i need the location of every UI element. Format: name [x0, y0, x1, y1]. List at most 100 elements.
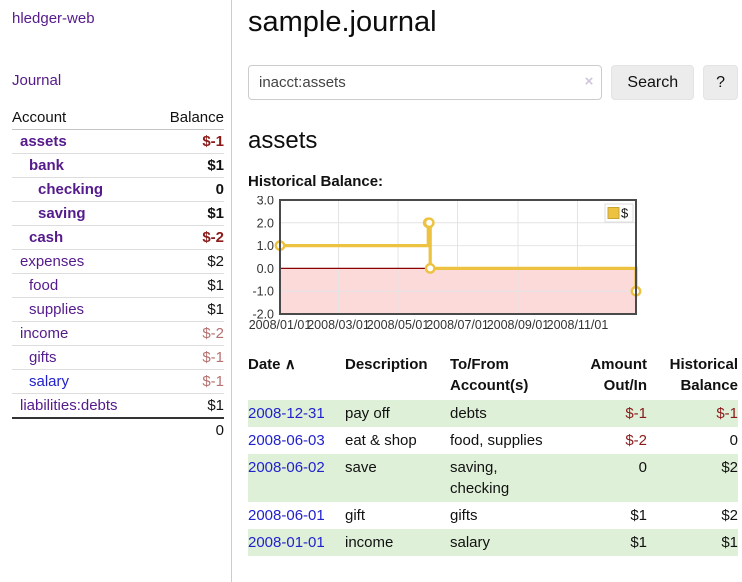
date-column-header[interactable]: Date ∧	[248, 356, 296, 373]
svg-text:2008/09/01: 2008/09/01	[487, 318, 550, 332]
sidebar: hledger-web Journal Account Balance asse…	[0, 0, 232, 582]
transaction-description: eat & shop	[345, 432, 417, 449]
account-balance: $-2	[152, 321, 224, 346]
transaction-amount: $-2	[625, 432, 647, 449]
transaction-balance: $-1	[716, 405, 738, 422]
search-input-wrap: ×	[248, 65, 603, 100]
account-balance: $-1	[152, 369, 224, 394]
transaction-accounts: food, supplies	[450, 432, 543, 449]
account-link[interactable]: saving	[38, 205, 86, 222]
account-balance: $1	[152, 297, 224, 322]
accounts-total-value: 0	[152, 417, 224, 442]
accounts-column-header: To/From Account(s)	[450, 356, 529, 394]
transaction-description: pay off	[345, 405, 390, 422]
transaction-date-link[interactable]: 2008-06-03	[248, 432, 325, 449]
svg-text:-1.0: -1.0	[252, 285, 274, 299]
account-row: gifts $-1	[12, 345, 224, 370]
transaction-amount: $1	[630, 507, 647, 524]
account-balance: $1	[152, 393, 224, 419]
transaction-date-link[interactable]: 2008-01-01	[248, 534, 325, 551]
account-link[interactable]: cash	[29, 229, 64, 246]
svg-text:2008/05/01: 2008/05/01	[367, 318, 430, 332]
transaction-accounts: salary	[450, 534, 491, 551]
transaction-balance: $1	[721, 534, 738, 551]
svg-text:2008/03/01: 2008/03/01	[307, 318, 370, 332]
account-row: saving $1	[12, 201, 224, 226]
transaction-accounts: debts	[450, 405, 487, 422]
svg-text:-2.0: -2.0	[252, 308, 274, 322]
svg-text:3.0: 3.0	[257, 196, 274, 208]
sort-asc-icon: ∧	[284, 356, 296, 373]
account-balance-table: Account Balance assets $-1 bank $1 checking 0…	[12, 106, 224, 442]
transaction-balance: $2	[721, 507, 738, 524]
account-link[interactable]: checking	[38, 181, 104, 198]
transaction-description: gift	[345, 507, 366, 524]
account-row: checking 0	[12, 177, 224, 202]
transaction-amount: $1	[630, 534, 647, 551]
balance-column-header: Balance	[152, 106, 224, 130]
account-link[interactable]: food	[29, 277, 59, 294]
svg-text:2008/11/01: 2008/11/01	[547, 318, 609, 332]
historical-balance-chart: 3.0 2.0 1.0 0.0 -1.0 -2.0 2008/01/01 2008/03/01…	[248, 194, 738, 339]
balance-column-header-register: Historical Balance	[669, 356, 738, 394]
search-input[interactable]	[248, 65, 603, 100]
sidebar-item-journal[interactable]: Journal	[12, 72, 62, 89]
account-row: expenses $2	[12, 249, 224, 274]
transaction-amount: $-1	[625, 405, 647, 422]
chart-title: Historical Balance:	[248, 173, 384, 190]
account-link[interactable]: salary	[29, 373, 70, 390]
app-title-link[interactable]: hledger-web	[12, 10, 95, 27]
account-balance: $-2	[152, 225, 224, 250]
transaction-balance: 0	[729, 432, 738, 449]
accounts-total-row: 0	[12, 417, 224, 442]
transaction-balance: $2	[721, 459, 738, 476]
account-link[interactable]: supplies	[29, 301, 85, 318]
account-row: assets $-1	[12, 129, 224, 154]
register-table: Date ∧ Description To/From Account(s) Am…	[248, 352, 738, 556]
account-link[interactable]: assets	[20, 133, 67, 150]
legend-label: $	[621, 206, 629, 221]
svg-text:1.0: 1.0	[257, 239, 274, 253]
account-row: liabilities:debts $1	[12, 393, 224, 419]
transaction-description: income	[345, 534, 394, 551]
account-row: bank $1	[12, 153, 224, 178]
account-row: income $-2	[12, 321, 224, 346]
account-column-header: Account	[12, 106, 153, 130]
account-link[interactable]: income	[20, 325, 69, 342]
register-rows: 2008-12-31 pay off debts $-1 $-1 2008-06-03 ea…	[248, 400, 738, 556]
main-panel: sample.journal × Search ? assets Histori…	[248, 0, 738, 556]
search-button[interactable]: Search	[611, 65, 695, 100]
account-balance: $1	[152, 201, 224, 226]
account-row: salary $-1	[12, 369, 224, 394]
transaction-date-link[interactable]: 2008-12-31	[248, 405, 325, 422]
transaction-row: 2008-06-01 gift gifts $1 $2	[248, 502, 738, 529]
transaction-date-link[interactable]: 2008-06-01	[248, 507, 325, 524]
account-link[interactable]: liabilities:debts	[20, 397, 118, 414]
transaction-accounts: saving, checking	[450, 459, 510, 497]
account-balance: $1	[152, 153, 224, 178]
balance-chart-svg: 3.0 2.0 1.0 0.0 -1.0 -2.02008/01/012008/03/01…	[249, 194, 642, 332]
account-balance: $-1	[152, 345, 224, 370]
account-row: cash $-2	[12, 225, 224, 250]
account-rows: assets $-1 bank $1 checking 0 saving $1 cash $-2 e…	[12, 129, 224, 419]
description-column-header: Description	[345, 356, 428, 373]
account-row: food $1	[12, 273, 224, 298]
transaction-row: 2008-12-31 pay off debts $-1 $-1	[248, 400, 738, 427]
account-balance: 0	[152, 177, 224, 202]
transaction-accounts: gifts	[450, 507, 478, 524]
amount-column-header: Amount Out/In	[590, 356, 647, 394]
transaction-amount: 0	[638, 459, 647, 476]
transaction-date-link[interactable]: 2008-06-02	[248, 459, 325, 476]
transaction-row: 2008-06-03 eat & shop food, supplies $-2 0	[248, 427, 738, 454]
account-link[interactable]: expenses	[20, 253, 85, 270]
account-link[interactable]: bank	[29, 157, 65, 174]
clear-search-icon[interactable]: ×	[584, 73, 594, 90]
svg-text:2008/07/01: 2008/07/01	[426, 318, 489, 332]
legend-swatch	[607, 207, 620, 219]
help-button[interactable]: ?	[703, 65, 738, 100]
account-link[interactable]: gifts	[29, 349, 57, 366]
account-heading: assets	[248, 127, 318, 154]
svg-text:2.0: 2.0	[257, 216, 274, 230]
svg-text:0.0: 0.0	[257, 262, 274, 276]
